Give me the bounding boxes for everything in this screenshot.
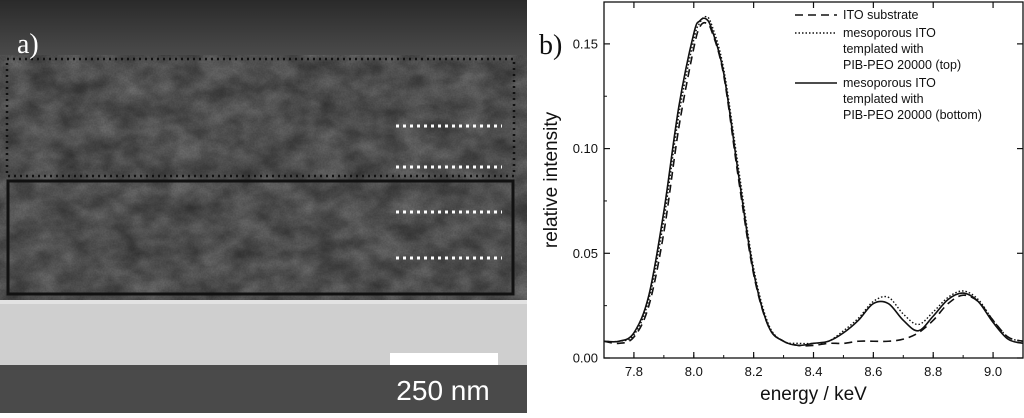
legend-entry-text: mesoporous ITO: [843, 26, 936, 40]
legend-entry-text: ITO substrate: [843, 8, 919, 22]
series-layer: [603, 15, 1024, 347]
y-tick-label: 0.15: [573, 36, 598, 51]
spectrum-chart: b) 7.8 8.0 8.2 8.4 8.6 8.8 9.0 0.00 0.05 0.10 0.15…: [539, 1, 1024, 405]
y-tick-label: 0.10: [573, 141, 598, 156]
chart-legend: ITO substrate mesoporous ITO templated wit…: [795, 8, 982, 122]
scale-bar-label: 250 nm: [396, 375, 489, 406]
top-region-box: [5, 57, 516, 178]
legend-entry-text: PIB-PEO 20000 (top): [843, 58, 961, 72]
x-tick-label: 8.4: [804, 364, 822, 379]
base-region: [0, 365, 527, 413]
x-tick-label: 8.6: [864, 364, 882, 379]
legend-entry-text: mesoporous ITO: [843, 76, 936, 90]
legend-entry-text: PIB-PEO 20000 (bottom): [843, 108, 982, 122]
x-tick-label: 8.2: [745, 364, 763, 379]
plot-frame: [603, 1, 1024, 359]
panel-b-label: b): [539, 30, 562, 61]
x-tick-label: 8.8: [924, 364, 942, 379]
x-axis-label: energy / keV: [760, 384, 867, 405]
scale-bar: [390, 353, 498, 365]
x-tick-label: 7.8: [625, 364, 643, 379]
y-axis-label: relative intensity: [541, 111, 562, 248]
tem-micrograph: 250 nm a): [0, 0, 527, 413]
legend-entry-text: templated with: [843, 92, 924, 106]
y-tick-label: 0.05: [573, 246, 598, 261]
tem-image-panel: 250 nm a): [0, 0, 527, 413]
legend-entry-text: templated with: [843, 42, 924, 56]
x-tick-label: 9.0: [984, 364, 1002, 379]
x-tick-label: 8.0: [685, 364, 703, 379]
spectrum-chart-panel: b) 7.8 8.0 8.2 8.4 8.6 8.8 9.0 0.00 0.05 0.10 0.15…: [527, 0, 1024, 413]
chart-axes: 7.8 8.0 8.2 8.4 8.6 8.8 9.0 0.00 0.05 0.10 0.15: [573, 1, 1024, 379]
series-line-dashed: [603, 21, 1024, 347]
vacuum-region: [0, 0, 527, 55]
bottom-region-box: [6, 179, 515, 296]
panel-a-label: a): [17, 29, 39, 60]
series-line-solid: [603, 17, 1024, 347]
y-tick-label: 0.00: [573, 351, 598, 366]
